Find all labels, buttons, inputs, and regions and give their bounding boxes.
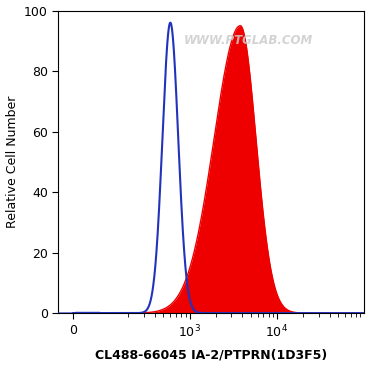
Y-axis label: Relative Cell Number: Relative Cell Number	[6, 96, 18, 228]
Text: WWW.PTGLAB.COM: WWW.PTGLAB.COM	[184, 34, 313, 47]
X-axis label: CL488-66045 IA-2/PTPRN(1D3F5): CL488-66045 IA-2/PTPRN(1D3F5)	[95, 348, 327, 361]
